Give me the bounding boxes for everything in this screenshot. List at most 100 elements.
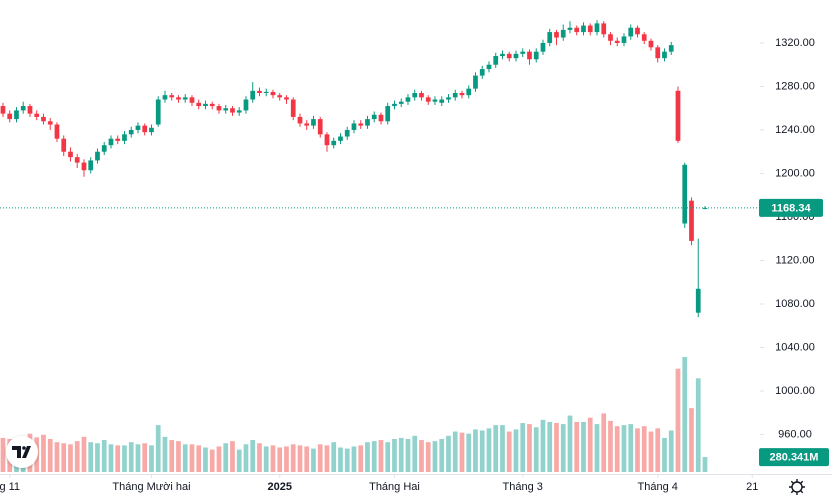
- candle-body: [405, 97, 411, 102]
- volume-bar: [446, 435, 451, 472]
- volume-bar: [290, 444, 296, 472]
- candle-body: [68, 151, 73, 158]
- candle-body: [88, 160, 94, 171]
- candle-body: [155, 99, 161, 125]
- candle-body: [317, 119, 323, 135]
- candle-body: [675, 90, 681, 141]
- candle-body: [41, 116, 46, 122]
- volume-bar: [122, 445, 127, 472]
- volume-bar: [689, 408, 694, 472]
- candle-body: [392, 103, 397, 107]
- candle-body: [257, 90, 262, 93]
- volume-bar: [520, 423, 526, 472]
- candle-body: [479, 69, 485, 76]
- candle-body: [311, 119, 316, 126]
- volume-bar: [317, 444, 323, 472]
- volume-bar: [169, 440, 175, 472]
- candle-body: [95, 151, 100, 161]
- y-tick-label: 1040.00: [775, 341, 815, 353]
- candle-body: [682, 164, 688, 224]
- y-tick-label: 960.00: [778, 428, 812, 440]
- y-tick-label: 1120.00: [776, 254, 815, 266]
- candle-body: [14, 110, 19, 120]
- x-tick-label: 21: [746, 481, 758, 493]
- settings-button[interactable]: [789, 479, 805, 495]
- candle-body: [230, 108, 235, 113]
- volume-bar: [621, 425, 627, 472]
- candle-body: [331, 140, 337, 146]
- volume-bar: [358, 445, 364, 472]
- candle-body: [648, 40, 654, 48]
- candle-body: [34, 113, 40, 117]
- volume-bar: [297, 445, 303, 472]
- candle-body: [425, 97, 431, 102]
- volume-bar: [0, 437, 6, 472]
- volume-bar: [338, 447, 343, 472]
- candle-body: [209, 103, 215, 107]
- volume-bar: [236, 449, 242, 472]
- volume-bar: [513, 429, 519, 472]
- candle-body: [182, 97, 188, 100]
- candle-body: [216, 106, 222, 111]
- candle-body: [149, 127, 154, 133]
- candle-body: [270, 91, 276, 96]
- candle-body: [446, 97, 451, 100]
- candle-body: [243, 99, 249, 111]
- candle-body: [61, 138, 67, 152]
- candle-body: [385, 106, 391, 122]
- candle-body: [263, 91, 269, 93]
- candle-body: [500, 53, 505, 57]
- candle-body: [567, 27, 573, 30]
- candle-body: [0, 106, 6, 114]
- candle-body: [304, 123, 310, 126]
- volume-bar: [68, 444, 73, 472]
- volume-bar: [81, 436, 87, 472]
- volume-bar: [155, 425, 161, 472]
- candle-body: [54, 124, 60, 139]
- candle-body: [358, 123, 364, 126]
- candle-body: [412, 92, 418, 98]
- volume-bar: [95, 443, 100, 472]
- volume-bar: [182, 444, 188, 472]
- volume-bar: [614, 426, 620, 472]
- volume-bar: [500, 425, 505, 472]
- y-tick-label: 1280.00: [775, 80, 815, 92]
- candle-body: [169, 95, 175, 98]
- volume-bar: [257, 443, 262, 472]
- candle-body: [365, 119, 370, 126]
- volume-bar: [486, 428, 492, 472]
- x-tick-label: Tháng Hai: [369, 481, 420, 493]
- volume-bar: [425, 442, 431, 472]
- candle-body: [108, 138, 114, 146]
- volume-bar: [385, 442, 391, 472]
- volume-bar: [142, 443, 148, 472]
- candle-body: [419, 92, 424, 98]
- candle-body: [432, 99, 438, 102]
- volume-bar: [47, 438, 53, 472]
- volume-bar: [196, 445, 202, 472]
- volume-bar: [648, 431, 654, 472]
- candle-body: [493, 56, 499, 65]
- candle-body: [452, 92, 458, 98]
- volume-bar: [533, 427, 539, 472]
- volume-bar: [412, 435, 418, 472]
- candle-body: [344, 129, 350, 137]
- candle-body: [196, 102, 202, 107]
- volume-bar: [115, 445, 121, 472]
- volume-bar: [101, 440, 107, 472]
- volume-bar: [108, 444, 114, 472]
- y-tick-label: 1080.00: [775, 298, 815, 310]
- volume-bar: [331, 442, 337, 472]
- candle-body: [702, 207, 708, 209]
- candle-body: [27, 106, 33, 114]
- volume-bar: [527, 424, 532, 472]
- candle-body: [290, 99, 296, 117]
- volume-bar: [473, 429, 478, 472]
- volume-bar: [392, 438, 397, 472]
- candle-body: [581, 25, 586, 33]
- candle-body: [594, 23, 600, 33]
- candle-body: [378, 114, 384, 122]
- candle-body: [614, 40, 620, 43]
- candle-body: [655, 47, 661, 59]
- candle-body: [135, 125, 141, 130]
